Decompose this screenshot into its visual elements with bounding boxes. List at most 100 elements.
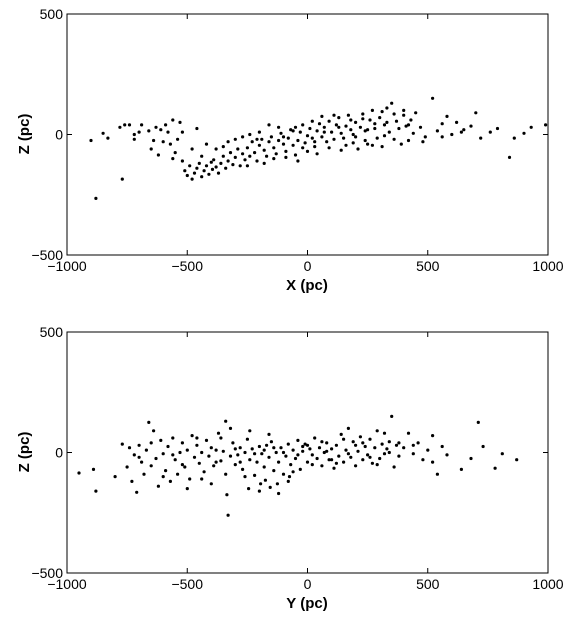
- data-point-top: [375, 136, 379, 140]
- data-point-top: [248, 132, 252, 137]
- data-point-top: [195, 166, 199, 170]
- data-point-bottom: [298, 467, 302, 471]
- data-point-top: [226, 140, 230, 144]
- data-point-top: [308, 126, 312, 131]
- data-point-top: [387, 130, 391, 134]
- data-point-top: [289, 128, 293, 132]
- data-point-top: [200, 154, 204, 158]
- data-point-bottom: [212, 464, 216, 468]
- data-point-top: [404, 124, 408, 128]
- data-point-bottom: [127, 446, 132, 450]
- data-point-bottom: [334, 461, 338, 465]
- data-point-bottom: [358, 435, 362, 439]
- data-point-top: [423, 135, 427, 139]
- data-point-bottom: [411, 443, 415, 447]
- data-point-top: [197, 161, 201, 165]
- data-point-top: [159, 128, 163, 132]
- data-point-bottom: [277, 491, 281, 496]
- data-point-bottom: [238, 460, 242, 464]
- data-point-bottom: [342, 460, 346, 464]
- data-point-top: [171, 157, 175, 161]
- data-point-top: [310, 136, 314, 140]
- x-tick-label-bottom: −500: [171, 576, 203, 592]
- data-point-top: [385, 106, 389, 110]
- data-point-top: [241, 152, 245, 156]
- data-point-bottom: [291, 448, 295, 452]
- data-point-bottom: [325, 449, 329, 453]
- data-point-bottom: [241, 467, 245, 471]
- data-point-bottom: [214, 448, 218, 452]
- y-tick-label-bottom: 500: [40, 324, 64, 340]
- data-point-top: [390, 101, 394, 105]
- data-point-bottom: [378, 456, 382, 461]
- data-point-top: [488, 130, 492, 134]
- data-point-bottom: [397, 441, 401, 445]
- data-point-top: [173, 151, 177, 155]
- data-point-bottom: [375, 463, 379, 467]
- data-point-top: [435, 129, 439, 133]
- data-point-top: [512, 136, 516, 140]
- data-point-top: [214, 165, 218, 169]
- data-point-top: [178, 120, 182, 124]
- data-point-top: [529, 125, 533, 129]
- data-point-bottom: [301, 449, 305, 453]
- x-tick-label-top: 0: [304, 258, 312, 274]
- data-point-bottom: [132, 453, 136, 457]
- data-point-bottom: [325, 441, 329, 445]
- x-tick-label-bottom: −1000: [47, 576, 87, 592]
- data-point-top: [161, 140, 165, 144]
- data-point-top: [210, 167, 215, 171]
- y-axis-label-top: Z (pc): [16, 114, 33, 155]
- data-point-top: [255, 137, 259, 141]
- data-point-bottom: [346, 426, 350, 430]
- data-point-top: [279, 131, 283, 135]
- data-point-bottom: [161, 475, 165, 479]
- data-point-bottom: [214, 460, 218, 464]
- data-point-bottom: [233, 463, 237, 467]
- data-point-bottom: [303, 442, 307, 446]
- data-point-bottom: [91, 467, 96, 471]
- data-point-top: [101, 131, 105, 135]
- data-point-top: [284, 155, 288, 159]
- data-point-top: [262, 148, 266, 152]
- data-point-top: [255, 159, 259, 163]
- data-point-bottom: [216, 431, 221, 435]
- data-point-bottom: [209, 446, 213, 450]
- x-tick-label-top: −1000: [47, 258, 87, 274]
- data-point-top: [339, 131, 343, 135]
- data-point-bottom: [337, 454, 341, 458]
- data-point-bottom: [373, 446, 377, 450]
- data-point-top: [406, 138, 411, 143]
- data-point-top: [281, 142, 286, 146]
- data-point-bottom: [361, 441, 365, 445]
- data-point-top: [418, 125, 423, 129]
- data-point-top: [147, 129, 151, 133]
- data-point-top: [380, 145, 384, 149]
- data-point-bottom: [243, 450, 247, 455]
- data-point-bottom: [142, 472, 146, 476]
- data-point-top: [277, 138, 281, 143]
- data-point-top: [351, 132, 355, 137]
- data-point-top: [164, 123, 168, 127]
- data-point-bottom: [209, 482, 213, 486]
- data-point-bottom: [250, 447, 254, 451]
- data-point-bottom: [342, 437, 346, 441]
- data-point-top: [154, 125, 158, 129]
- data-point-bottom: [445, 453, 449, 457]
- data-point-bottom: [228, 426, 233, 430]
- x-tick-label-top: 1000: [532, 258, 563, 274]
- data-point-top: [257, 130, 261, 134]
- data-point-bottom: [279, 446, 283, 450]
- data-point-bottom: [320, 440, 324, 444]
- data-point-top: [195, 126, 199, 131]
- data-point-bottom: [200, 450, 204, 455]
- data-point-top: [221, 145, 225, 149]
- x-tick-label-top: −500: [171, 258, 203, 274]
- data-point-bottom: [515, 458, 519, 462]
- data-point-top: [286, 136, 290, 140]
- data-point-top: [190, 177, 194, 181]
- data-point-top: [394, 119, 399, 123]
- data-point-bottom: [166, 444, 170, 449]
- data-point-top: [298, 130, 302, 134]
- data-point-bottom: [267, 432, 271, 436]
